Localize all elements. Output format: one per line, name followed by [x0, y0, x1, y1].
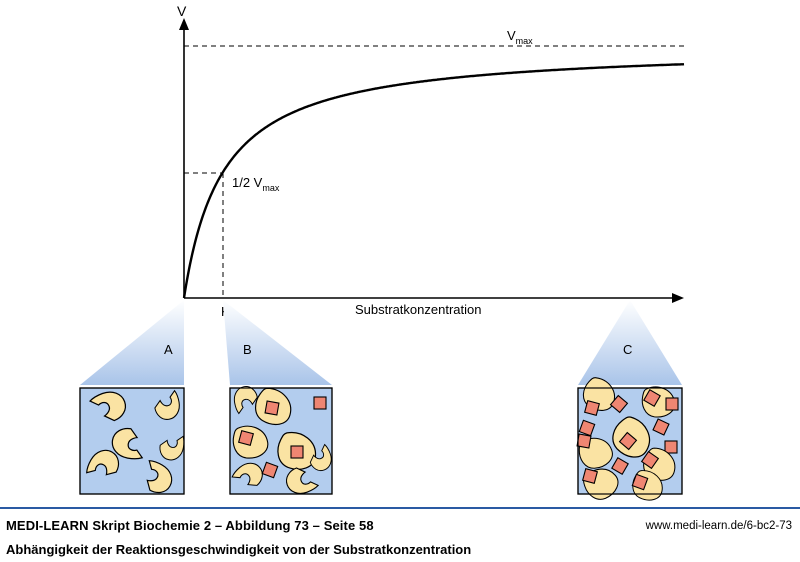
- enzyme-kinetics-diagram: V Substratkonzentration Vmax 1/2 Vmax KM…: [79, 3, 685, 505]
- substrate-icon: [582, 468, 598, 484]
- saturation-curve: [182, 63, 685, 299]
- substrate-icon: [665, 397, 679, 411]
- substrate-icon: [664, 440, 678, 454]
- panel-label-c: C: [623, 342, 632, 357]
- panel-label-a: A: [164, 342, 173, 357]
- cone-a: [80, 300, 184, 385]
- panel-a: [79, 386, 186, 499]
- substrate-icon: [584, 400, 600, 416]
- substrate-icon: [576, 433, 592, 449]
- substrate-icon: [264, 400, 280, 416]
- vmax-label: Vmax: [507, 28, 533, 46]
- cone-c: [578, 300, 682, 385]
- panel-label-b: B: [243, 342, 252, 357]
- substrate-icon: [313, 396, 327, 410]
- half-vmax-label: 1/2 Vmax: [232, 175, 280, 193]
- substrate-icon: [238, 430, 254, 446]
- panel-c: [574, 374, 683, 505]
- caption-subtitle: Abhängigkeit der Reaktionsgeschwindigkei…: [6, 542, 472, 557]
- panel-b: [229, 384, 336, 499]
- caption-url: www.medi-learn.de/6-bc2-73: [645, 520, 792, 532]
- caption-title: MEDI-LEARN Skript Biochemie 2 – Abbildun…: [6, 518, 374, 533]
- caption-divider: [0, 507, 800, 509]
- y-axis-label: V: [177, 3, 187, 19]
- cone-b: [223, 300, 332, 385]
- x-axis: [184, 293, 684, 303]
- y-axis: [179, 18, 189, 298]
- x-axis-label: Substratkonzentration: [355, 302, 481, 317]
- substrate-icon: [290, 445, 304, 459]
